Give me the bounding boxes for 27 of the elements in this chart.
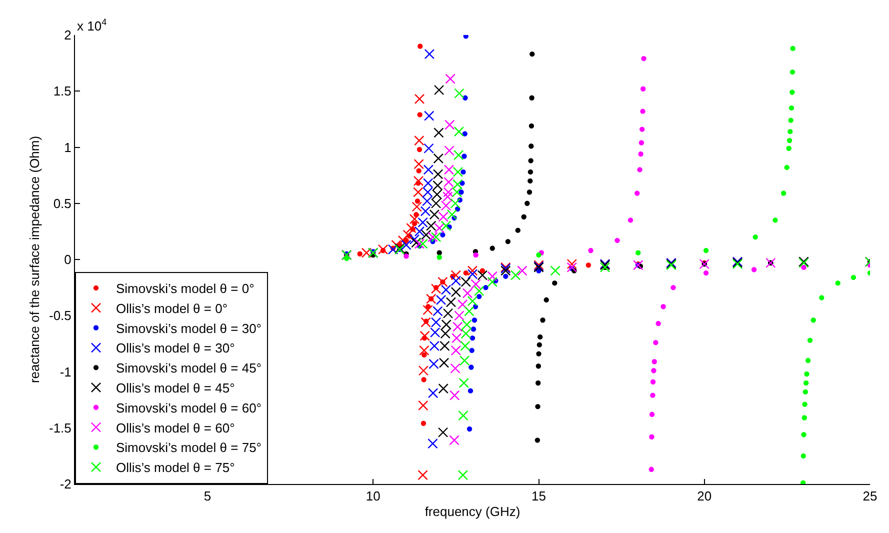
text: x 10$^{4}$ (77, 17, 107, 34)
y-tick-label: 1 (64, 140, 72, 155)
x-tick-label: 10 (366, 488, 380, 504)
legend-label: Ollis’s model θ = 75° (116, 460, 235, 476)
legend-label: Simovski’s model θ = 0° (116, 281, 254, 296)
y-tick-label: 0.5 (53, 196, 72, 211)
legend-label: Ollis’s model θ = 30° (116, 340, 235, 356)
y-axis-title: reactance of the surface impedance (Ohm) (26, 136, 42, 384)
y-tick-label: -1.5 (48, 420, 72, 436)
x-tick-label: 15 (532, 488, 546, 504)
x-axis-title: frequency (GHz) (424, 504, 520, 520)
legend-label: Ollis’s model θ = 45° (116, 380, 235, 396)
x-tick-label: 25 (862, 488, 878, 504)
legend-label: Simovski’s model θ = 30° (116, 320, 262, 336)
legend-label: Simovski’s model θ = 60° (116, 400, 262, 416)
y-tick-label: 2 (64, 28, 72, 43)
x-tick-label: 5 (204, 488, 212, 504)
legend-label: Simovski’s model θ = 75° (116, 440, 262, 456)
y-tick-label: 1.5 (53, 84, 72, 99)
legend-label: Ollis’s model θ = 0° (116, 300, 228, 316)
legend-label: Ollis’s model θ = 60° (116, 420, 235, 436)
y-tick-label: 0 (64, 252, 72, 268)
y-tick-label: -0.5 (48, 308, 72, 324)
legend-label: Simovski’s model θ = 45° (116, 360, 262, 376)
x-tick-label: 20 (697, 488, 712, 504)
y-tick-label: -1 (60, 364, 72, 380)
y-tick-label: -2 (60, 476, 72, 492)
